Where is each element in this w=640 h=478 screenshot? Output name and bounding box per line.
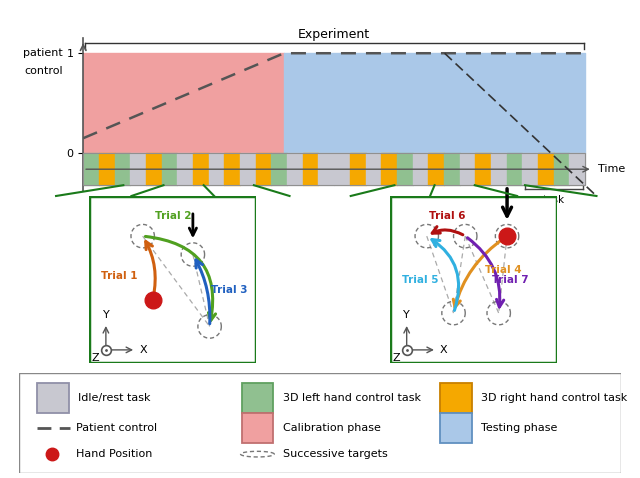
FancyArrowPatch shape <box>432 227 463 235</box>
Text: X: X <box>140 345 147 355</box>
Text: Hand Position: Hand Position <box>76 449 153 459</box>
Text: Trial 6: Trial 6 <box>429 211 465 221</box>
Text: Trial 7: Trial 7 <box>492 275 529 284</box>
Text: Z: Z <box>92 353 99 363</box>
FancyBboxPatch shape <box>242 383 273 413</box>
Text: 3D right hand control task: 3D right hand control task <box>481 393 627 403</box>
FancyBboxPatch shape <box>89 196 257 363</box>
Text: Trial 4: Trial 4 <box>485 265 522 274</box>
FancyArrowPatch shape <box>145 237 216 320</box>
Text: Calibration phase: Calibration phase <box>283 423 381 433</box>
Text: Y: Y <box>102 310 109 320</box>
FancyArrowPatch shape <box>467 238 504 307</box>
Text: Trial 1: Trial 1 <box>101 272 138 281</box>
Text: Testing phase: Testing phase <box>481 423 557 433</box>
Text: Trial 3: Trial 3 <box>211 285 248 294</box>
Text: Y: Y <box>403 310 410 320</box>
FancyBboxPatch shape <box>440 413 472 443</box>
FancyBboxPatch shape <box>242 413 273 443</box>
Text: task: task <box>543 195 565 205</box>
Text: 3D left hand control task: 3D left hand control task <box>283 393 420 403</box>
FancyBboxPatch shape <box>390 196 557 363</box>
Text: Trial 5: Trial 5 <box>402 275 438 284</box>
Bar <box>83 153 585 185</box>
Text: Idle/rest task: Idle/rest task <box>78 393 150 403</box>
FancyArrowPatch shape <box>453 238 505 307</box>
FancyBboxPatch shape <box>37 383 68 413</box>
Text: Trial 2: Trial 2 <box>154 211 191 221</box>
Text: Z: Z <box>392 353 400 363</box>
Text: X: X <box>440 345 448 355</box>
Text: Experiment: Experiment <box>298 28 371 41</box>
Text: Patient control: Patient control <box>76 423 157 433</box>
Text: control: control <box>24 66 63 76</box>
FancyArrowPatch shape <box>432 239 459 310</box>
Text: patient: patient <box>24 48 63 58</box>
Text: Successive targets: Successive targets <box>283 449 387 459</box>
FancyBboxPatch shape <box>440 383 472 413</box>
FancyArrowPatch shape <box>146 241 155 297</box>
FancyArrowPatch shape <box>196 260 210 324</box>
Text: Time: Time <box>598 164 625 174</box>
